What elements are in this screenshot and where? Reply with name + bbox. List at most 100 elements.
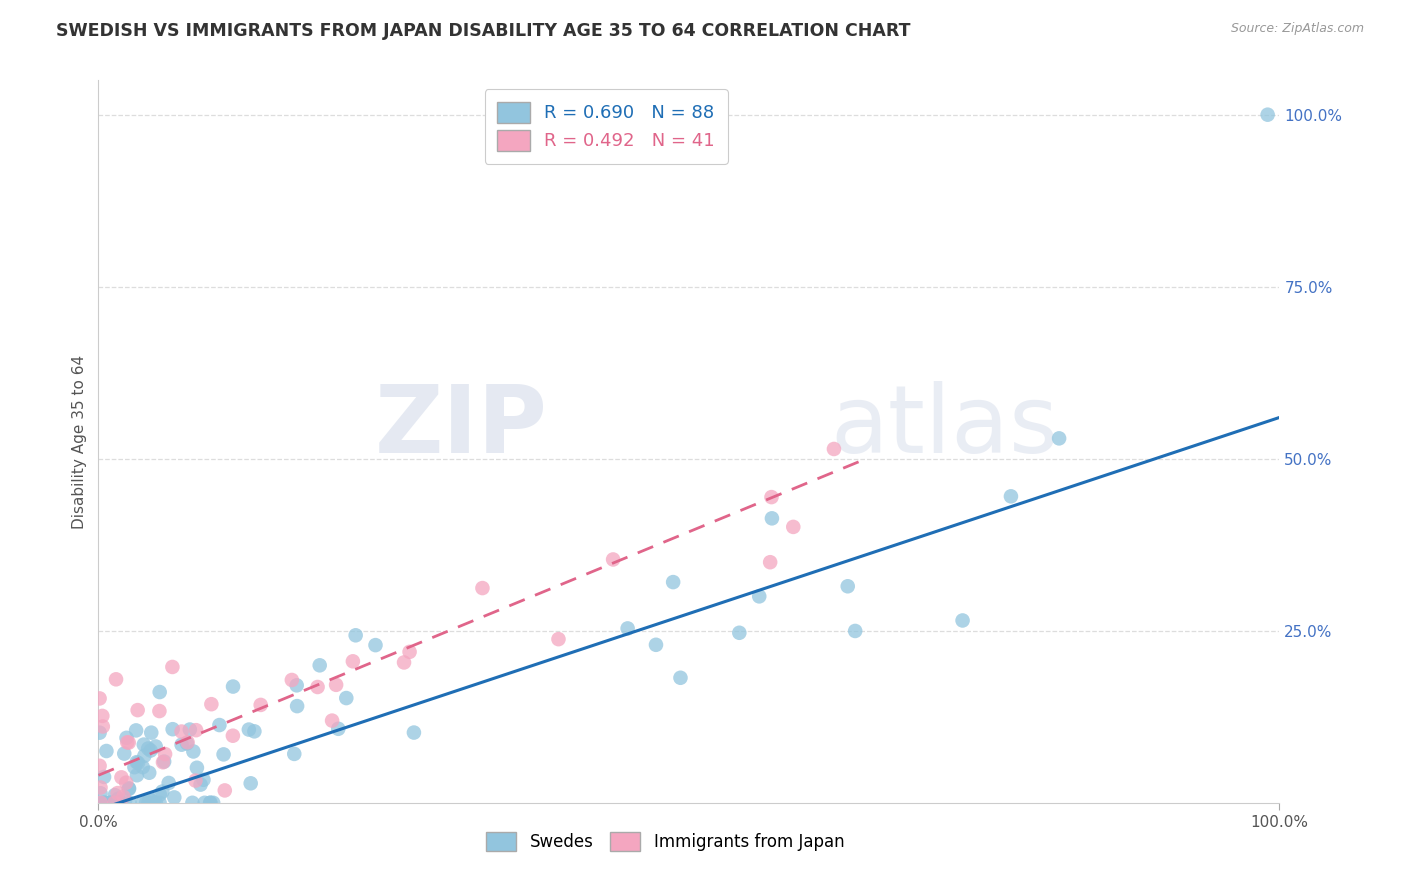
Text: Source: ZipAtlas.com: Source: ZipAtlas.com <box>1230 22 1364 36</box>
Point <box>308 658 330 673</box>
Point <box>153 755 176 769</box>
Text: SWEDISH VS IMMIGRANTS FROM JAPAN DISABILITY AGE 35 TO 64 CORRELATION CHART: SWEDISH VS IMMIGRANTS FROM JAPAN DISABIL… <box>56 22 911 40</box>
Point <box>110 796 132 810</box>
Point <box>98 796 121 810</box>
Point <box>212 747 235 762</box>
Point <box>645 638 668 652</box>
Point <box>163 790 186 805</box>
Point <box>179 723 201 737</box>
Point <box>89 780 111 795</box>
Point <box>602 552 624 566</box>
Point <box>145 739 167 754</box>
Point <box>181 796 204 810</box>
Point <box>125 723 148 738</box>
Point <box>342 654 364 668</box>
Point <box>139 743 162 757</box>
Point <box>759 555 782 569</box>
Point <box>145 796 167 810</box>
Point <box>335 691 357 706</box>
Point <box>1047 431 1070 445</box>
Point <box>124 760 146 774</box>
Point <box>112 789 135 804</box>
Point <box>89 725 111 739</box>
Point <box>105 796 128 810</box>
Point <box>190 778 212 792</box>
Point <box>198 796 221 810</box>
Point <box>307 680 329 694</box>
Point <box>193 772 215 787</box>
Point <box>138 765 160 780</box>
Point <box>127 756 149 770</box>
Point <box>823 442 845 456</box>
Point <box>238 723 260 737</box>
Point <box>108 796 131 810</box>
Point <box>398 645 420 659</box>
Point <box>184 773 207 788</box>
Point <box>125 768 148 782</box>
Point <box>194 796 217 810</box>
Point <box>281 673 304 687</box>
Point <box>239 776 262 790</box>
Point <box>285 699 308 714</box>
Point <box>844 624 866 638</box>
Point <box>93 770 115 784</box>
Point <box>153 747 176 761</box>
Point <box>328 722 350 736</box>
Point <box>249 698 271 712</box>
Point <box>202 796 225 810</box>
Point <box>94 796 117 810</box>
Point <box>110 770 132 784</box>
Y-axis label: Disability Age 35 to 64: Disability Age 35 to 64 <box>72 354 87 529</box>
Point <box>115 735 138 749</box>
Point <box>118 736 141 750</box>
Point <box>214 783 236 797</box>
Point <box>104 788 127 802</box>
Point <box>200 796 222 810</box>
Point <box>184 723 207 738</box>
Point <box>170 724 193 739</box>
Point <box>761 490 783 504</box>
Point <box>162 722 184 736</box>
Point <box>132 760 155 774</box>
Text: atlas: atlas <box>831 381 1059 473</box>
Point <box>157 776 180 790</box>
Point <box>115 731 138 745</box>
Point <box>118 781 141 796</box>
Point <box>115 775 138 789</box>
Point <box>143 796 166 810</box>
Point <box>112 747 135 761</box>
Point <box>283 747 305 761</box>
Point <box>89 759 111 773</box>
Point <box>89 691 111 706</box>
Point <box>344 628 367 642</box>
Point <box>107 791 129 805</box>
Point <box>616 622 638 636</box>
Point <box>243 724 266 739</box>
Point <box>471 581 494 595</box>
Point <box>837 579 859 593</box>
Point <box>149 796 172 810</box>
Point <box>285 678 308 692</box>
Point <box>141 794 163 808</box>
Point <box>136 796 159 810</box>
Point <box>139 792 162 806</box>
Legend: Swedes, Immigrants from Japan: Swedes, Immigrants from Japan <box>478 823 852 860</box>
Point <box>125 755 148 769</box>
Point <box>761 511 783 525</box>
Point <box>150 784 173 798</box>
Point <box>89 786 111 800</box>
Point <box>103 796 125 810</box>
Point <box>183 744 205 758</box>
Point <box>90 796 112 810</box>
Point <box>98 796 121 810</box>
Point <box>364 638 387 652</box>
Point <box>118 796 141 810</box>
Point <box>170 738 193 752</box>
Point <box>782 520 804 534</box>
Point <box>96 744 118 758</box>
Point <box>148 704 170 718</box>
Point <box>1000 489 1022 503</box>
Point <box>132 738 155 752</box>
Point <box>728 625 751 640</box>
Point <box>186 761 208 775</box>
